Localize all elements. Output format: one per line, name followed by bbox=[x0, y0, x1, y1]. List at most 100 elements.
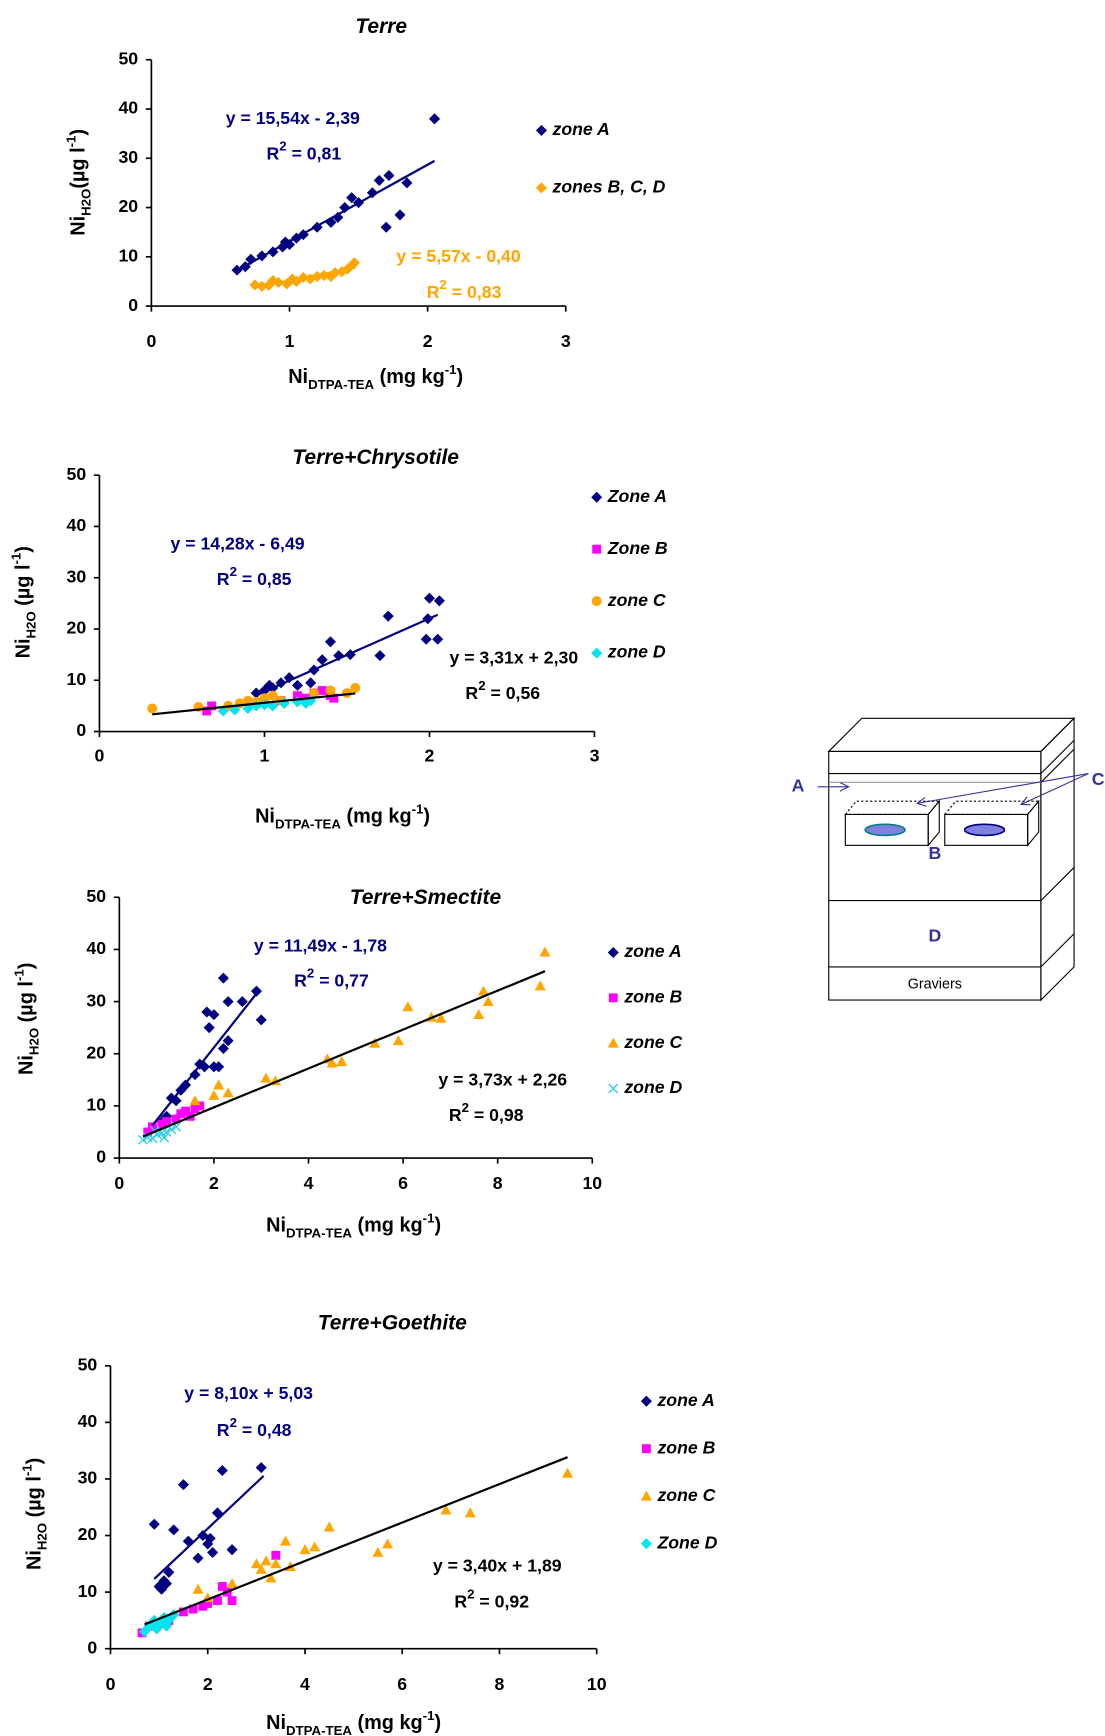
x-tick-label: 6 bbox=[398, 1173, 408, 1193]
point bbox=[182, 1535, 194, 1547]
trend-r2-part: R bbox=[454, 1591, 467, 1611]
point bbox=[291, 679, 303, 691]
point bbox=[477, 985, 490, 996]
trendline bbox=[144, 1456, 568, 1626]
point bbox=[162, 1117, 172, 1126]
x-axis-label: NiDTPA-TEA (mg kg-1) bbox=[266, 1211, 441, 1241]
point bbox=[148, 1122, 157, 1132]
x-tick-label: 1 bbox=[285, 331, 295, 351]
y-axis-label-part: Ni bbox=[24, 1550, 46, 1570]
y-axis-label-part: (µg l bbox=[16, 981, 38, 1028]
diagram-label: C bbox=[1092, 769, 1105, 789]
point bbox=[324, 636, 336, 648]
diagram-label: B bbox=[928, 843, 941, 863]
point bbox=[473, 1009, 485, 1020]
point bbox=[562, 1467, 574, 1478]
legend-label: Zone B bbox=[607, 538, 668, 558]
x-tick-label: 4 bbox=[304, 1173, 314, 1193]
point bbox=[250, 1558, 262, 1569]
point bbox=[259, 693, 270, 704]
legend-label: Zone D bbox=[656, 1532, 717, 1552]
x-tick-label: 10 bbox=[587, 1674, 607, 1694]
y-axis-label-part: -1 bbox=[19, 1464, 34, 1476]
point bbox=[316, 654, 328, 666]
point bbox=[380, 221, 392, 233]
x-tick-label: 8 bbox=[495, 1674, 505, 1694]
point bbox=[190, 1104, 200, 1113]
legend-marker bbox=[535, 124, 547, 136]
point bbox=[265, 1572, 277, 1583]
legend-marker bbox=[591, 491, 603, 503]
point bbox=[189, 1095, 201, 1106]
point bbox=[227, 1596, 237, 1606]
point bbox=[143, 1127, 153, 1137]
x-tick-label: 4 bbox=[300, 1674, 310, 1694]
point bbox=[394, 209, 406, 221]
point bbox=[539, 946, 551, 957]
trendline bbox=[255, 613, 439, 697]
chart-title: Terre+Smectite bbox=[350, 886, 502, 909]
x-tick-label: 3 bbox=[590, 746, 600, 766]
x-axis-label: NiDTPA-TEA (mg kg-1) bbox=[255, 802, 430, 832]
trend-r2-part: R bbox=[217, 569, 230, 589]
trend-equation: y = 14,28x - 6,49 bbox=[171, 533, 305, 553]
y-axis-label-part: -1 bbox=[8, 553, 23, 565]
legend-marker bbox=[535, 182, 547, 194]
legend-marker bbox=[640, 1490, 652, 1501]
point bbox=[280, 1535, 292, 1546]
point bbox=[195, 1101, 205, 1111]
y-tick-label: 0 bbox=[96, 1147, 106, 1167]
point bbox=[401, 177, 413, 189]
trendline bbox=[153, 1475, 265, 1580]
legend-label: zone A bbox=[552, 119, 610, 139]
trend-r2-part: 2 bbox=[478, 678, 485, 693]
point bbox=[309, 1541, 321, 1552]
y-tick-label: 10 bbox=[67, 669, 87, 689]
trend-r2-part: = 0,56 bbox=[486, 683, 541, 703]
legend-marker bbox=[608, 993, 618, 1003]
point bbox=[420, 633, 432, 645]
y-tick-label: 40 bbox=[78, 1411, 98, 1431]
y-tick-label: 20 bbox=[78, 1524, 98, 1544]
point bbox=[402, 1001, 414, 1012]
trend-r2-part: = 0,85 bbox=[237, 569, 292, 589]
trend-r2: R2 = 0,98 bbox=[449, 1100, 524, 1125]
point bbox=[323, 1521, 335, 1532]
y-axis-label-part: (µg l bbox=[68, 147, 90, 188]
point bbox=[250, 687, 262, 699]
point bbox=[203, 1599, 213, 1608]
trend-r2: R2 = 0,83 bbox=[427, 277, 502, 302]
trend-r2-part: R bbox=[267, 143, 280, 163]
point bbox=[260, 1072, 272, 1083]
trend-r2-part: 2 bbox=[279, 139, 286, 154]
point bbox=[198, 1601, 208, 1611]
trend-r2-part: = 0,48 bbox=[237, 1420, 292, 1440]
diagram-label: A bbox=[792, 775, 805, 795]
sampler-cup bbox=[864, 823, 906, 837]
trend-r2: R2 = 0,92 bbox=[454, 1586, 529, 1611]
point bbox=[382, 610, 394, 622]
legend-label: zone A bbox=[656, 1390, 714, 1410]
x-tick-label: 6 bbox=[397, 1674, 407, 1694]
x-axis-label: NiDTPA-TEA (mg kg-1) bbox=[288, 362, 463, 392]
column-diagram bbox=[817, 716, 1089, 1002]
point bbox=[147, 703, 158, 714]
y-tick-label: 30 bbox=[78, 1468, 98, 1488]
chart-title: Terre bbox=[355, 15, 407, 38]
x-tick-label: 10 bbox=[582, 1173, 602, 1193]
trend-equation: y = 15,54x - 2,39 bbox=[226, 108, 360, 128]
point bbox=[159, 1132, 170, 1143]
point bbox=[260, 1555, 272, 1566]
sampler-side bbox=[1027, 799, 1040, 847]
x-tick-label: 8 bbox=[493, 1173, 503, 1193]
point bbox=[229, 704, 241, 716]
point bbox=[433, 595, 445, 607]
legend-label: zone A bbox=[623, 941, 681, 961]
point bbox=[147, 1133, 158, 1144]
point bbox=[464, 1507, 476, 1518]
y-tick-label: 10 bbox=[118, 245, 138, 265]
box-side bbox=[1040, 716, 1075, 1002]
point bbox=[216, 1464, 228, 1476]
x-axis-label-part: ) bbox=[434, 1712, 441, 1734]
y-axis-label-part: H2O bbox=[27, 1028, 42, 1055]
